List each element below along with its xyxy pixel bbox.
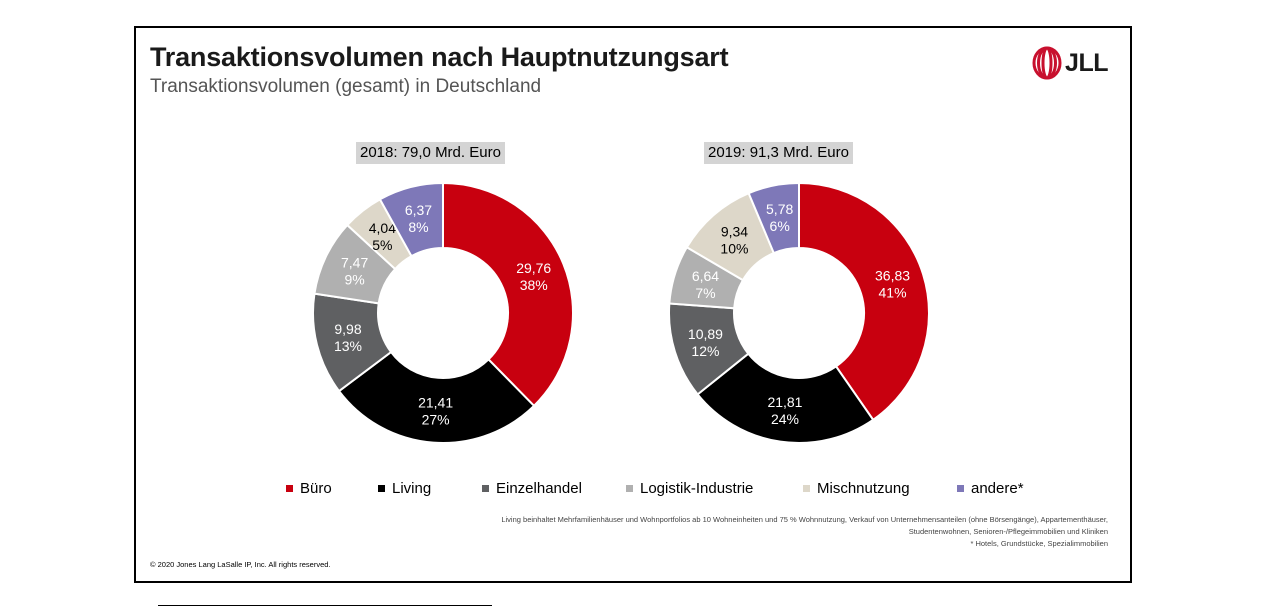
legend-swatch [626, 485, 633, 492]
donut-slice-1-5 [747, 181, 800, 255]
slice-value-label: 9,98 [334, 321, 361, 337]
slice-value-label: 4,04 [369, 220, 396, 236]
footnotes: Living beinhaltet Mehrfamilienhäuser und… [501, 514, 1108, 550]
legend-swatch [286, 485, 293, 492]
slice-percent-label: 5% [372, 237, 392, 253]
slice-value-label: 21,41 [418, 395, 453, 411]
legend-item-logistik: Logistik-Industrie [626, 480, 753, 497]
legend-label: Logistik-Industrie [640, 480, 754, 497]
legend-swatch [482, 485, 489, 492]
legend-item-living: Living [378, 480, 431, 497]
legend-swatch [378, 485, 385, 492]
legend-label: andere* [971, 480, 1024, 497]
footnote-line: * Hotels, Grundstücke, Spezialimmobilien [970, 539, 1108, 548]
slice-value-label: 7,47 [341, 255, 368, 271]
slice-value-label: 36,83 [875, 268, 910, 284]
footnote-line: Studentenwohnen, Senioren-/Pflegeimmobil… [908, 527, 1108, 536]
donut-slice-0-1 [337, 350, 536, 444]
legend-label: Büro [300, 480, 332, 497]
legend-item-einzelhandel: Einzelhandel [482, 480, 582, 497]
page-subtitle: Transaktionsvolumen (gesamt) in Deutschl… [150, 76, 542, 97]
slice-percent-label: 41% [879, 285, 907, 301]
slice-value-label: 6,37 [405, 202, 432, 218]
slice-percent-label: 9% [344, 272, 364, 288]
pie-2018-title: 2018: 79,0 Mrd. Euro [356, 142, 505, 164]
jll-logo: JLL [1032, 46, 1108, 80]
legend-label: Einzelhandel [496, 480, 582, 497]
page-title: Transaktionsvolumen nach Hauptnutzungsar… [150, 42, 729, 72]
donut-slice-1-1 [696, 352, 875, 444]
slice-value-label: 9,34 [721, 223, 748, 239]
slice-percent-label: 8% [408, 219, 428, 235]
jll-logo-text: JLL [1065, 48, 1108, 77]
legend-swatch [803, 485, 810, 492]
slide-frame: Transaktionsvolumen nach Hauptnutzungsar… [134, 26, 1132, 583]
slice-percent-label: 7% [695, 285, 715, 301]
slice-value-label: 10,89 [688, 326, 723, 342]
footnote-line: Living beinhaltet Mehrfamilienhäuser und… [501, 515, 1108, 524]
copyright: © 2020 Jones Lang LaSalle IP, Inc. All r… [150, 560, 331, 569]
legend-item-buero: Büro [286, 480, 332, 497]
slice-percent-label: 27% [422, 412, 450, 428]
slice-value-label: 5,78 [766, 201, 793, 217]
slice-percent-label: 10% [720, 240, 748, 256]
pie-2019-title: 2019: 91,3 Mrd. Euro [704, 142, 853, 164]
donut-slice-0-5 [378, 181, 444, 258]
slice-percent-label: 12% [691, 343, 719, 359]
chart-legend: Büro Living Einzelhandel Logistik-Indust… [136, 480, 1130, 502]
slice-percent-label: 6% [770, 218, 790, 234]
donut-slice-0-0 [442, 181, 574, 408]
legend-label: Living [392, 480, 432, 497]
slice-percent-label: 13% [334, 338, 362, 354]
slice-percent-label: 38% [520, 277, 548, 293]
slice-value-label: 6,64 [692, 268, 719, 284]
divider-line [158, 605, 492, 606]
donut-slice-1-0 [798, 181, 930, 422]
legend-item-mischnutzung: Mischnutzung [803, 480, 910, 497]
slice-value-label: 21,81 [767, 394, 802, 410]
slice-value-label: 29,76 [516, 260, 551, 276]
slice-percent-label: 24% [771, 411, 799, 427]
jll-logo-icon [1032, 46, 1062, 80]
legend-label: Mischnutzung [817, 480, 910, 497]
legend-item-andere: andere* [957, 480, 1024, 497]
legend-swatch [957, 485, 964, 492]
